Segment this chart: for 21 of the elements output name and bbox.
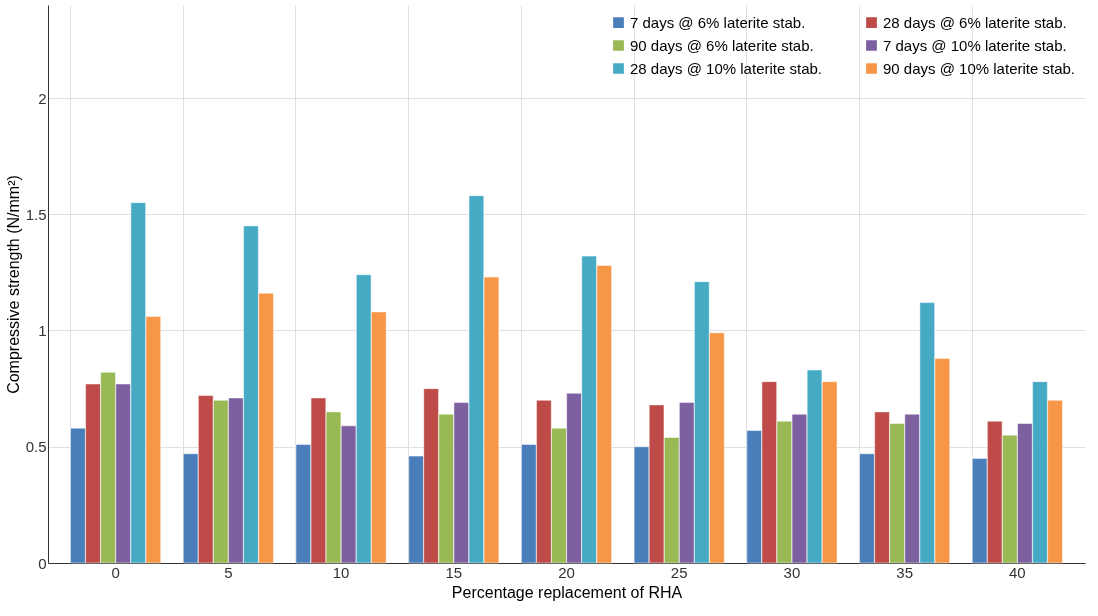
x-tick-label: 30 xyxy=(783,563,801,581)
legend-label: 7 days @ 6% laterite stab. xyxy=(630,13,806,31)
y-tick-label: 0.5 xyxy=(25,438,47,456)
x-tick-label: 5 xyxy=(224,563,233,581)
legend-label: 90 days @ 10% laterite stab. xyxy=(883,59,1075,77)
x-tick-label: 35 xyxy=(896,563,913,581)
y-axis-title: Compressive strength (N/mm²) xyxy=(4,175,22,394)
x-tick-label: 0 xyxy=(111,563,120,581)
y-tick-label: 1 xyxy=(38,322,47,339)
legend-label: 28 days @ 6% laterite stab. xyxy=(883,13,1067,31)
x-tick-label: 20 xyxy=(558,563,575,581)
legend-label: 28 days @ 10% laterite stab. xyxy=(630,59,822,77)
legend-label: 7 days @ 10% laterite stab. xyxy=(883,36,1067,54)
x-tick-label: 10 xyxy=(332,563,350,581)
x-tick-label: 25 xyxy=(670,563,688,581)
y-tick-label: 1.5 xyxy=(25,205,47,223)
x-tick-label: 15 xyxy=(445,563,463,581)
x-axis-title: Percentage replacement of RHA xyxy=(451,583,683,601)
x-tick-label: 40 xyxy=(1009,563,1026,581)
y-tick-label: 2 xyxy=(38,89,47,107)
legend-label: 90 days @ 6% laterite stab. xyxy=(630,36,814,54)
